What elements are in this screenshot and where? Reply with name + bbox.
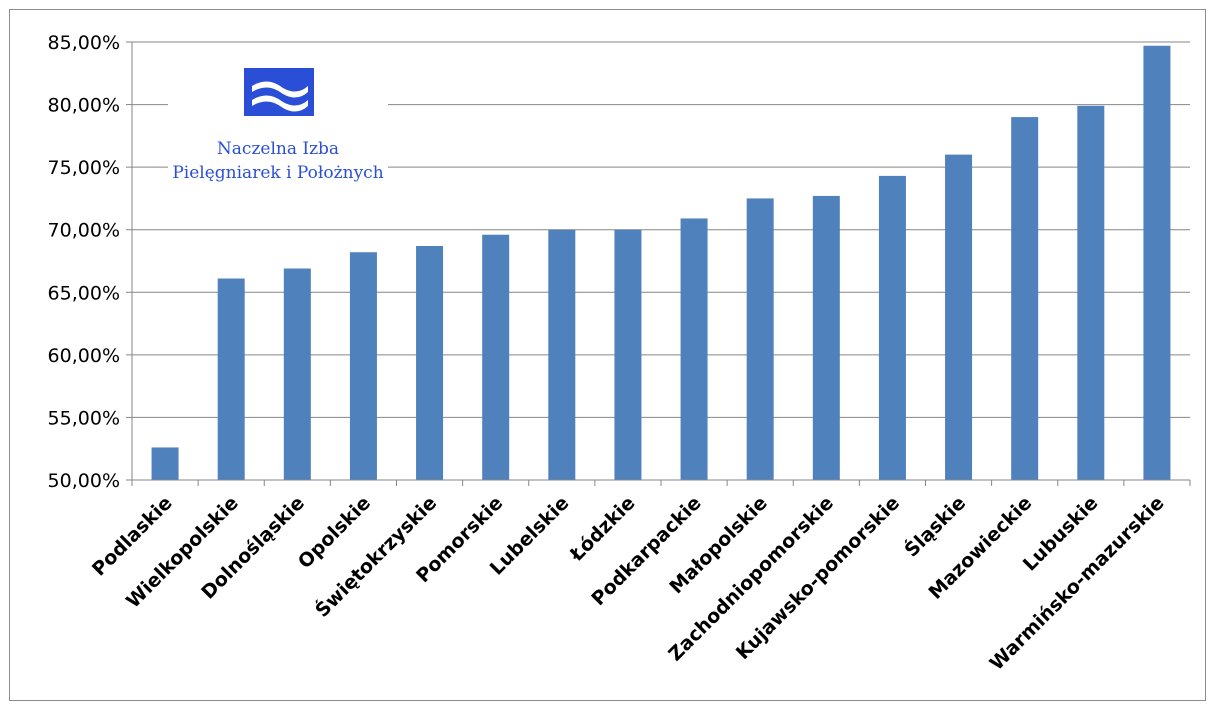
- y-tick-label: 60,00%: [48, 345, 120, 367]
- y-tick-label: 85,00%: [48, 32, 120, 54]
- y-tick-label: 80,00%: [48, 95, 120, 117]
- bar-8: [680, 218, 708, 481]
- bar-14: [1077, 105, 1105, 480]
- logo-wave-top-icon: [252, 81, 308, 98]
- y-tick-label: 50,00%: [48, 470, 120, 492]
- x-tick-labels: PodlaskieWielkopolskieDolnośląskieOpolsk…: [88, 491, 1168, 675]
- axes: [126, 41, 1191, 486]
- bar-12: [945, 154, 973, 480]
- y-tick-label: 55,00%: [48, 407, 120, 429]
- x-tick-label-12: Śląskie: [899, 491, 970, 562]
- nipip-logo: Naczelna Izba Pielęgniarek i Położnych: [168, 50, 388, 200]
- bar-7: [614, 229, 642, 480]
- bar-4: [416, 245, 444, 480]
- y-tick-label: 70,00%: [48, 220, 120, 242]
- bar-13: [1011, 117, 1039, 480]
- bar-5: [482, 234, 510, 480]
- bar-6: [548, 229, 576, 480]
- y-tick-label: 75,00%: [48, 157, 120, 179]
- bar-9: [746, 198, 774, 480]
- bar-15: [1143, 45, 1171, 481]
- bar-11: [878, 175, 906, 480]
- bar-3: [349, 252, 377, 480]
- logo-line1: Naczelna Izba: [217, 139, 339, 159]
- bar-0: [151, 447, 179, 480]
- logo-wave-bottom-icon: [252, 95, 308, 112]
- x-tick-label-1: Wielkopolskie: [122, 492, 243, 613]
- bar-2: [283, 268, 311, 480]
- logo-line2: Pielęgniarek i Położnych: [172, 163, 383, 183]
- bars: [151, 45, 1171, 481]
- x-tick-label-4: Świętokrzyskie: [310, 491, 441, 622]
- y-tick-labels: 50,00% 55,00% 60,00% 65,00% 70,00% 75,00% 80,0…: [48, 32, 120, 492]
- y-tick-label: 65,00%: [48, 282, 120, 304]
- bar-10: [812, 195, 840, 480]
- bar-1: [217, 278, 245, 480]
